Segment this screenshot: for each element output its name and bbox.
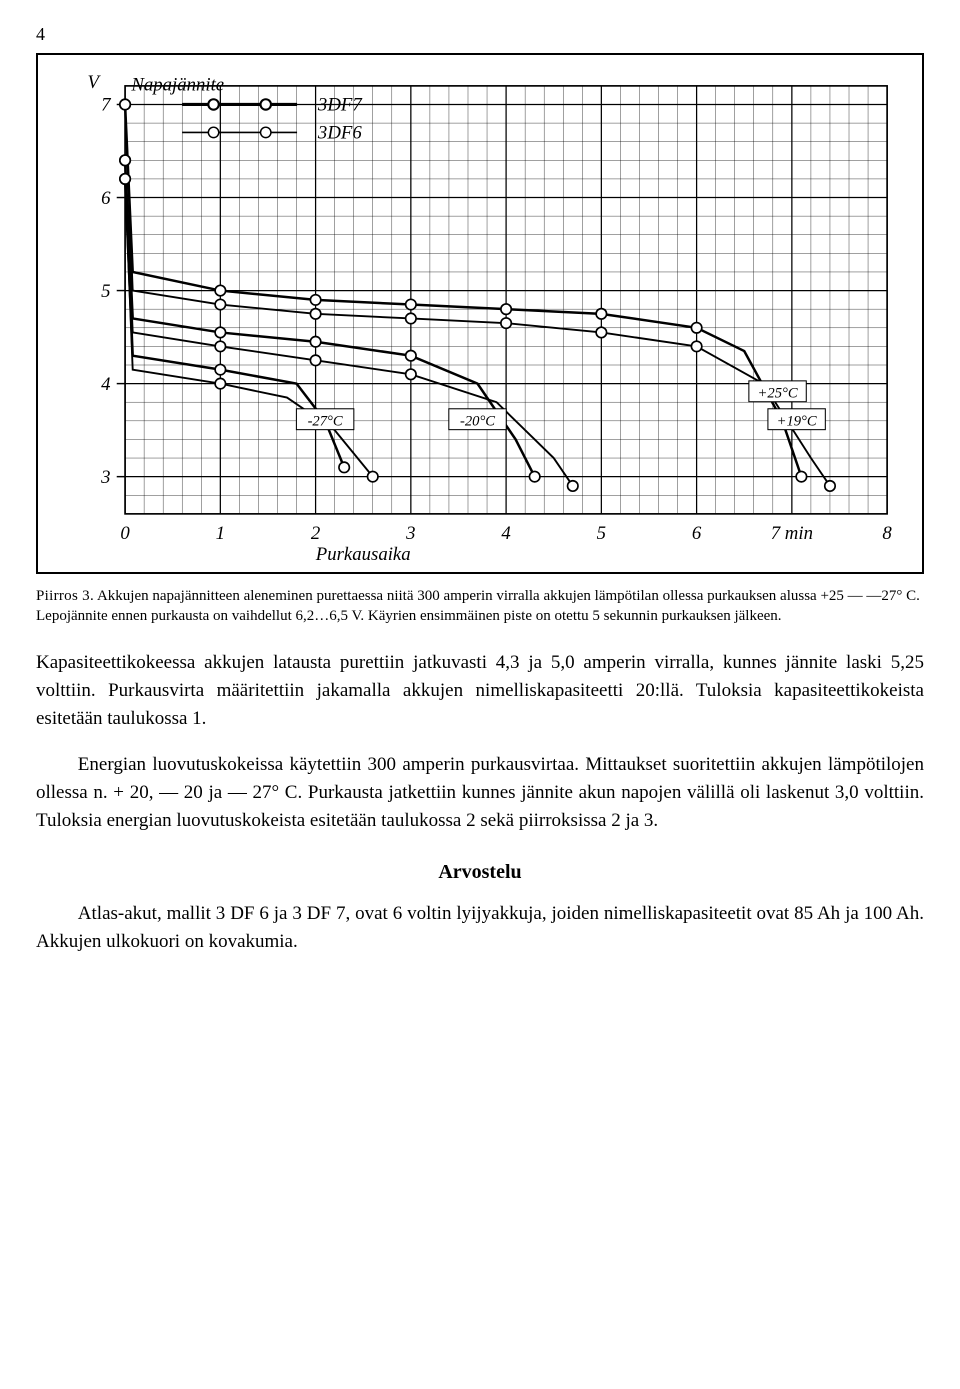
- para2-text: Energian luovutuskokeissa käytettiin 300…: [36, 751, 924, 835]
- body-paragraph-1: Kapasiteettikokeessa akkujen latausta pu…: [36, 649, 924, 733]
- chart-figure: 3 4 5 6 7 0 1 2 3 4 5 6 8 7 min Napajännite V Purkausaik…: [36, 53, 924, 574]
- svg-text:6: 6: [692, 523, 702, 544]
- svg-text:3: 3: [100, 467, 110, 488]
- body-paragraph-3: Atlas-akut, mallit 3 DF 6 ja 3 DF 7, ova…: [36, 900, 924, 956]
- page-number: 4: [36, 24, 924, 45]
- svg-text:6: 6: [101, 188, 111, 209]
- section-heading: Arvostelu: [36, 861, 924, 884]
- discharge-chart: 3 4 5 6 7 0 1 2 3 4 5 6 8 7 min Napajännite V Purkausaik…: [52, 65, 908, 566]
- svg-text:5: 5: [101, 281, 110, 302]
- svg-text:V: V: [88, 72, 102, 93]
- svg-text:5: 5: [597, 523, 606, 544]
- svg-text:3DF7: 3DF7: [317, 95, 363, 116]
- caption-label: Piirros 3.: [36, 588, 94, 604]
- svg-text:Napajännite: Napajännite: [130, 75, 224, 96]
- body-paragraph-2: Energian luovutuskokeissa käytettiin 300…: [36, 751, 924, 835]
- svg-text:-20°C: -20°C: [460, 413, 495, 429]
- para1-text: Kapasiteettikokeessa akkujen latausta pu…: [36, 649, 924, 733]
- svg-text:8: 8: [882, 523, 892, 544]
- figure-caption: Piirros 3. Akkujen napajännitteen alenem…: [36, 586, 924, 627]
- svg-text:7 min: 7 min: [771, 523, 813, 544]
- svg-text:+19°C: +19°C: [777, 413, 817, 429]
- svg-text:4: 4: [101, 374, 110, 395]
- svg-text:0: 0: [120, 523, 130, 544]
- svg-text:+25°C: +25°C: [758, 386, 798, 402]
- svg-text:Purkausaika: Purkausaika: [315, 544, 411, 565]
- svg-text:7: 7: [101, 95, 112, 116]
- para3-text: Atlas-akut, mallit 3 DF 6 ja 3 DF 7, ova…: [36, 900, 924, 956]
- svg-text:-27°C: -27°C: [308, 413, 343, 429]
- caption-text: Akkujen napajännitteen aleneminen purett…: [36, 588, 920, 624]
- svg-text:1: 1: [216, 523, 225, 544]
- svg-text:4: 4: [501, 523, 510, 544]
- svg-text:3: 3: [405, 523, 415, 544]
- svg-text:3DF6: 3DF6: [317, 123, 362, 144]
- svg-text:2: 2: [311, 523, 320, 544]
